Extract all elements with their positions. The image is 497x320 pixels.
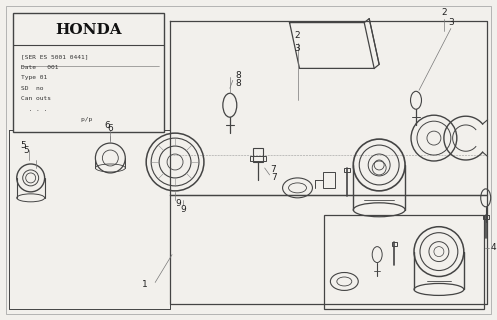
Bar — [392, 242, 397, 246]
Bar — [249, 156, 266, 161]
Text: 5: 5 — [20, 140, 25, 149]
Text: . . .: . . . — [21, 107, 47, 112]
Text: 5: 5 — [23, 146, 29, 155]
Text: HONDA: HONDA — [55, 23, 122, 36]
Text: Type 01: Type 01 — [21, 76, 47, 80]
Text: 9: 9 — [175, 199, 181, 208]
Text: 8: 8 — [235, 79, 241, 88]
Text: SD  no: SD no — [21, 86, 43, 91]
Text: 6: 6 — [104, 121, 110, 130]
Text: 3: 3 — [295, 44, 300, 53]
Bar — [483, 215, 489, 219]
Text: 4: 4 — [491, 243, 497, 252]
Bar — [344, 168, 350, 172]
Text: 2: 2 — [295, 31, 300, 40]
Text: 7: 7 — [272, 173, 277, 182]
Text: 8: 8 — [235, 71, 241, 80]
Text: 7: 7 — [270, 165, 275, 174]
Text: 1: 1 — [142, 280, 148, 289]
Bar — [13, 13, 164, 132]
Text: p/p: p/p — [21, 117, 92, 122]
Text: 3: 3 — [448, 18, 454, 27]
Text: [SER ES 5001 0441]: [SER ES 5001 0441] — [21, 54, 88, 60]
Text: 2: 2 — [441, 8, 447, 17]
Text: Date   001: Date 001 — [21, 65, 58, 70]
Text: 6: 6 — [107, 124, 113, 132]
Text: Can outs: Can outs — [21, 96, 51, 101]
Bar — [325, 215, 484, 309]
Bar — [324, 172, 335, 188]
Bar — [252, 148, 263, 162]
Text: 9: 9 — [180, 205, 186, 214]
